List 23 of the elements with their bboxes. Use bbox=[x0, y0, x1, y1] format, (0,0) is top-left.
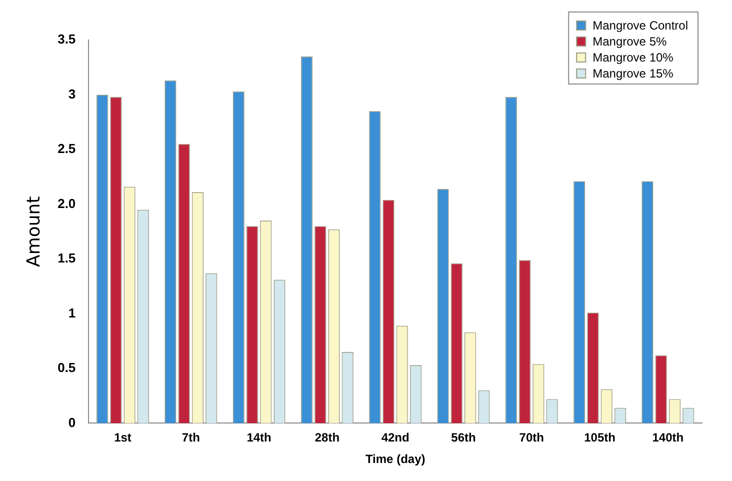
legend-label: Mangrove Control bbox=[592, 18, 688, 32]
y-tick-label: 3.5 bbox=[58, 32, 76, 47]
y-tick-label: 2.0 bbox=[58, 196, 76, 211]
legend-label: Mangrove 10% bbox=[592, 50, 674, 64]
x-tick-label: 56th bbox=[451, 430, 476, 445]
x-tick-label: 140th bbox=[652, 430, 684, 445]
y-tick-label: 3 bbox=[68, 86, 76, 102]
y-tick-label: 1 bbox=[68, 305, 76, 320]
y-tick-label: 1.5 bbox=[58, 250, 76, 266]
x-tick-label: 7th bbox=[182, 430, 200, 445]
y-axis-title: Amount bbox=[23, 196, 44, 267]
y-tick-label: 2.5 bbox=[58, 141, 76, 156]
x-tick-label: 28th bbox=[314, 430, 340, 445]
x-axis-title: Time (day) bbox=[365, 452, 426, 466]
x-tick-label: 1st bbox=[114, 430, 132, 445]
y-tick-label: 0.5 bbox=[58, 360, 76, 376]
legend-label: Mangrove 5% bbox=[592, 34, 667, 48]
x-tick-label: 70th bbox=[519, 430, 544, 445]
x-tick-label: 42nd bbox=[381, 430, 410, 445]
x-tick-label: 14th bbox=[246, 430, 272, 445]
y-tick-label: 0 bbox=[68, 414, 76, 430]
legend-label: Mangrove 15% bbox=[592, 66, 674, 80]
x-tick-label: 105th bbox=[584, 430, 616, 445]
